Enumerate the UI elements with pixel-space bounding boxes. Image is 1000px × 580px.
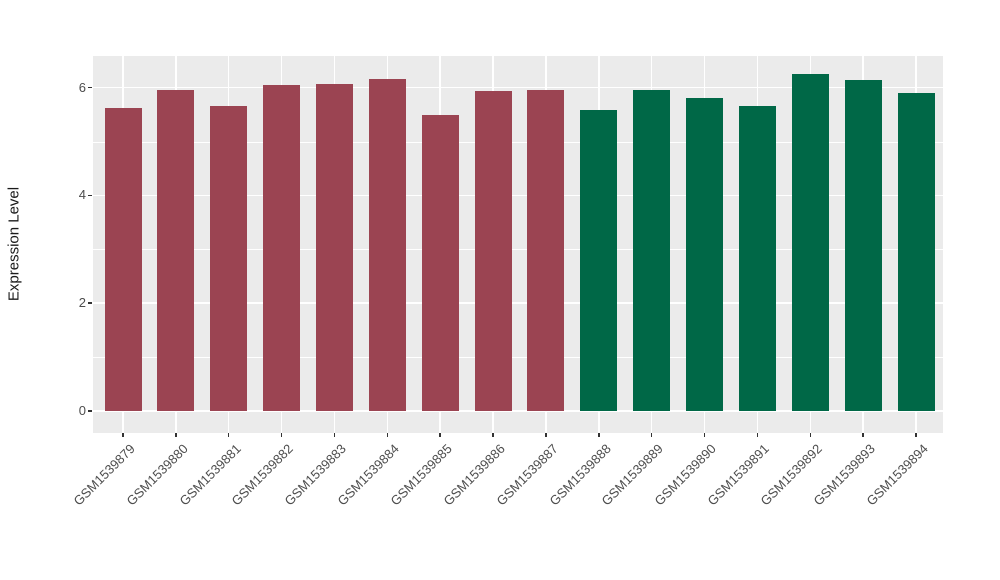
gridline-horizontal-minor	[93, 249, 943, 251]
x-tick-mark	[545, 433, 547, 437]
bar-GSM1539890	[686, 97, 724, 411]
x-tick-mark	[598, 433, 600, 437]
y-tick-mark	[88, 86, 92, 89]
gridline-horizontal-major	[93, 410, 943, 412]
x-tick-mark	[862, 433, 864, 437]
bar-GSM1539885	[421, 114, 459, 411]
gridline-horizontal-major	[93, 302, 943, 304]
bar-GSM1539889	[633, 90, 671, 411]
gridline-horizontal-minor	[93, 357, 943, 358]
bar-GSM1539888	[580, 109, 618, 411]
x-tick-mark	[386, 433, 389, 437]
x-tick-mark	[809, 433, 812, 437]
bar-GSM1539884	[368, 78, 406, 411]
gridline-horizontal-major	[93, 194, 943, 197]
bar-GSM1539886	[474, 91, 512, 411]
y-tick-mark	[88, 194, 92, 197]
bar-GSM1539891	[738, 105, 776, 411]
bar-GSM1539887	[527, 89, 565, 411]
x-tick-mark	[122, 433, 124, 437]
bar-GSM1539893	[844, 79, 882, 411]
bar-GSM1539883	[315, 83, 353, 411]
x-tick-mark	[280, 433, 283, 437]
x-tick-mark	[915, 433, 917, 437]
y-tick-label: 2	[78, 295, 86, 311]
y-tick-label: 0	[78, 403, 86, 418]
bar-GSM1539879	[104, 108, 142, 411]
y-tick-mark	[88, 410, 92, 412]
bar-GSM1539892	[791, 74, 829, 411]
x-tick-mark	[175, 433, 177, 437]
x-tick-mark	[756, 433, 759, 437]
x-tick-mark	[650, 433, 653, 437]
y-tick-mark	[88, 302, 92, 304]
x-tick-mark	[492, 433, 494, 437]
x-tick-mark	[333, 433, 336, 437]
x-tick-mark	[703, 433, 706, 437]
gridline-horizontal-major	[93, 86, 943, 89]
plot-panel	[93, 56, 943, 433]
bar-GSM1539882	[263, 85, 301, 411]
gridline-horizontal-minor	[93, 141, 943, 143]
bar-GSM1539880	[157, 90, 195, 411]
bar-GSM1539894	[897, 93, 935, 411]
x-tick-mark	[439, 433, 441, 437]
x-tick-mark	[227, 433, 230, 437]
y-tick-label: 4	[78, 187, 86, 203]
bar-GSM1539881	[210, 105, 248, 411]
y-axis-title: Expression Level	[5, 186, 23, 302]
y-tick-label: 6	[78, 79, 86, 95]
